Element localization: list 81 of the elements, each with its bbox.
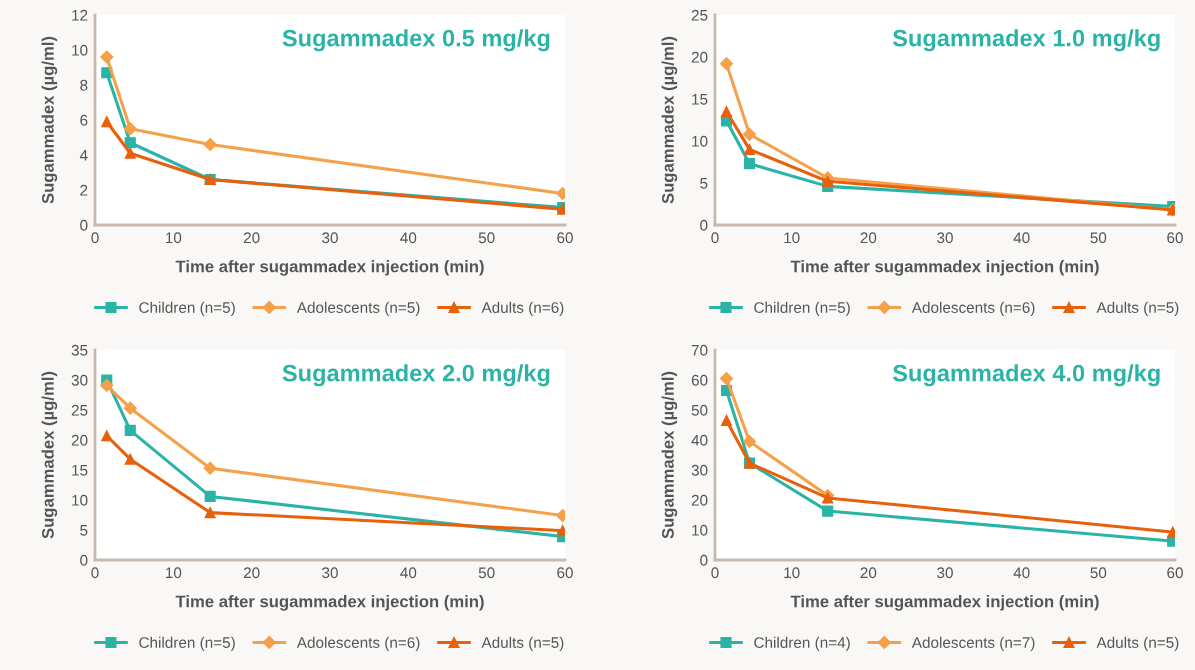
y-axis-title: Sugammadex (µg/ml) (661, 371, 678, 539)
x-tick-label: 60 (557, 232, 573, 244)
x-tick-label: 20 (243, 232, 260, 244)
y-tick-label: 70 (691, 344, 708, 356)
x-tick-label: 60 (557, 567, 573, 579)
y-tick-label: 6 (80, 114, 88, 126)
legend-label: Adults (n=5) (1096, 636, 1179, 651)
text: Sugammadex 0.5 mg/kg (282, 29, 550, 52)
x-tick-label: 60 (1167, 567, 1183, 579)
x-tick-label: 40 (400, 567, 417, 579)
y-tick-label: 4 (79, 150, 88, 161)
y-tick-label: 60 (691, 374, 708, 386)
y-axis-title: Sugammadex (µg/ml) (41, 371, 58, 539)
y-tick-label: 20 (71, 434, 88, 446)
y-tick-label: 15 (692, 94, 708, 105)
y-tick-label: 12 (72, 9, 88, 21)
y-tick-label: 10 (692, 135, 708, 147)
x-tick-label: 10 (784, 232, 800, 244)
x-tick-label: 10 (166, 567, 182, 579)
x-tick-label: 30 (937, 232, 953, 244)
x-tick-label: 10 (784, 567, 800, 579)
legend-label: Children (n=5) (139, 301, 235, 316)
x-tick-label: 40 (1013, 567, 1030, 579)
x-tick-label: 60 (1167, 232, 1183, 244)
x-axis-title: Time after sugammadex injection (min) (790, 260, 1099, 276)
x-tick-label: 30 (937, 567, 953, 579)
x-tick-label: 50 (478, 567, 495, 579)
x-tick-label: 20 (860, 567, 877, 579)
x-tick-label: 0 (91, 232, 99, 244)
legend-label: Adolescents (n=6) (296, 636, 420, 651)
y-tick-label: 25 (71, 404, 88, 416)
x-tick-label: 40 (1013, 232, 1030, 244)
legend-label: Children (n=5) (139, 636, 235, 651)
text: Sugammadex 1.0 mg/kg (892, 29, 1160, 52)
y-tick-label: 5 (700, 178, 708, 189)
y-tick-label: 35 (71, 344, 88, 356)
x-axis-title: Time after sugammadex injection (min) (175, 260, 484, 276)
legend-label: Children (n=4) (754, 636, 850, 651)
y-tick-label: 2 (80, 184, 88, 196)
legend-label: Adolescents (n=7) (911, 636, 1035, 651)
legend-label: Adults (n=5) (481, 636, 564, 651)
legend-label: Children (n=5) (754, 301, 850, 316)
y-tick-label: 20 (691, 494, 708, 506)
y-tick-label: 10 (72, 494, 88, 506)
x-tick-label: 50 (1090, 232, 1107, 244)
text: Sugammadex 2.0 mg/kg (282, 364, 550, 387)
x-tick-label: 10 (166, 232, 182, 244)
y-axis-title: Sugammadex (µg/ml) (41, 36, 58, 204)
y-tick-label: 50 (691, 404, 708, 416)
y-tick-label: 30 (71, 374, 88, 386)
y-axis-title: Sugammadex (µg/ml) (661, 36, 678, 204)
y-tick-label: 5 (80, 525, 88, 536)
x-tick-label: 40 (400, 232, 417, 244)
legend-label: Adults (n=5) (1096, 301, 1179, 316)
y-tick-label: 10 (692, 524, 708, 536)
y-tick-label: 0 (700, 554, 708, 566)
legend-label: Adolescents (n=5) (296, 301, 420, 316)
y-tick-label: 30 (691, 464, 708, 476)
x-tick-label: 0 (711, 232, 719, 244)
x-tick-label: 20 (243, 567, 260, 579)
x-tick-label: 30 (322, 232, 338, 244)
x-tick-label: 50 (478, 232, 495, 244)
x-tick-label: 30 (322, 567, 338, 579)
legend-label: Adolescents (n=6) (911, 301, 1035, 316)
x-axis-title: Time after sugammadex injection (min) (790, 595, 1099, 611)
y-tick-label: 0 (80, 219, 88, 231)
y-tick-label: 0 (700, 219, 708, 231)
y-tick-label: 8 (80, 79, 88, 91)
legend-label: Adults (n=6) (481, 301, 564, 316)
y-tick-label: 15 (72, 465, 88, 476)
y-tick-label: 0 (80, 554, 88, 566)
x-tick-label: 50 (1090, 567, 1107, 579)
x-tick-label: 20 (860, 232, 877, 244)
x-axis-title: Time after sugammadex injection (min) (175, 595, 484, 611)
y-tick-label: 25 (691, 9, 708, 21)
x-tick-label: 0 (711, 567, 719, 579)
text: Sugammadex 4.0 mg/kg (892, 364, 1160, 387)
y-tick-label: 10 (72, 44, 88, 56)
y-tick-label: 40 (691, 434, 708, 446)
x-tick-label: 0 (91, 567, 99, 579)
y-tick-label: 20 (691, 51, 708, 63)
